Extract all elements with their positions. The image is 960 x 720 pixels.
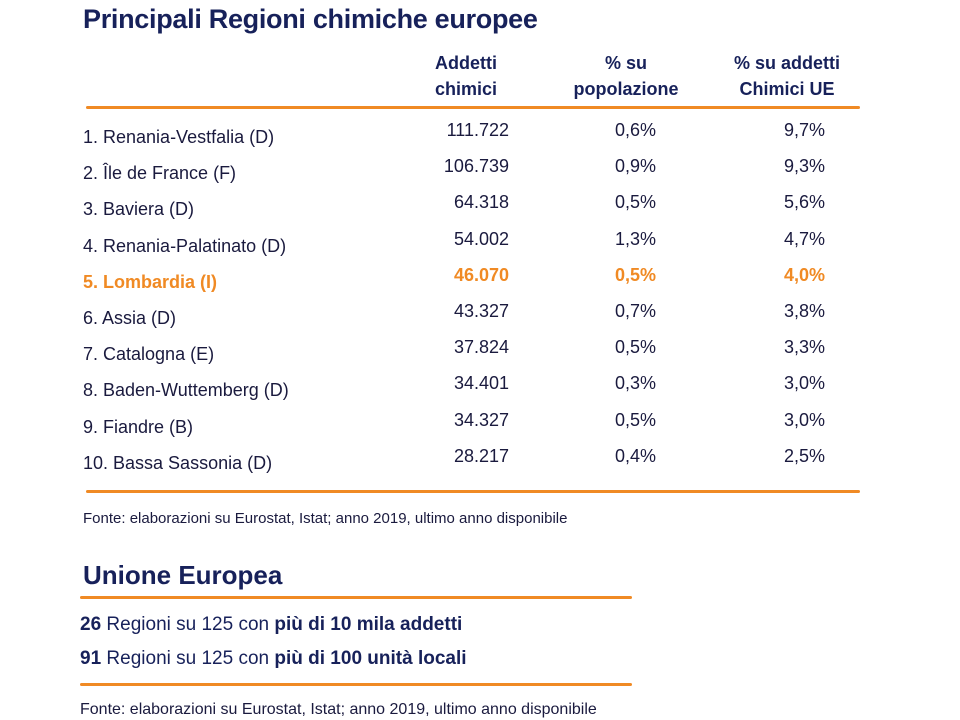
region-name: 10. Bassa Sassonia (D) [83,452,273,473]
addetti-value: 34.327 [453,409,509,430]
popolazione-value: 0,5% [614,337,656,358]
header-divider [86,106,860,109]
table-row: 7. Catalogna (E) 37.824 0,5% 3,3% [0,337,960,373]
table-row: 1. Renania-Vestfalia (D) 111.722 0,6% 9,7% [0,120,960,156]
addetti-value: 37.824 [453,337,509,358]
table-row: 2. Île de France (F) 106.739 0,9% 9,3% [0,156,960,192]
ue-share-value: 3,3% [783,337,825,358]
region-name: 3. Baviera (D) [83,199,195,220]
table-row: 3. Baviera (D) 64.318 0,5% 5,6% [0,192,960,228]
ue-share-value: 4,7% [783,228,825,249]
table-row: 8. Baden-Wuttemberg (D) 34.401 0,3% 3,0% [0,373,960,409]
popolazione-value: 0,5% [614,264,656,285]
section-bottom-divider [80,683,632,686]
region-name: 9. Fiandre (B) [83,416,194,437]
popolazione-value: 0,6% [614,120,656,140]
stat-number: 26 [80,614,102,635]
column-header-line: chimici [434,79,498,99]
region-name: 6. Assia (D) [83,308,177,328]
section-divider [80,596,632,599]
column-header-line: Chimici UE [739,79,835,99]
popolazione-value: 0,5% [614,409,656,430]
stat-text: Regioni su 125 con [101,614,275,635]
region-name: 4. Renania-Palatinato (D) [83,235,287,256]
stat-emphasis: più di 100 unità locali [274,648,467,669]
addetti-value: 106.739 [443,156,509,177]
region-name: 2. Île de France (F) [83,163,237,184]
stat-line: 26 Regioni su 125 con più di 10 mila add… [80,614,462,636]
region-name: 7. Catalogna (E) [83,344,215,365]
section-title: Unione Europea [83,560,283,590]
ue-share-value: 9,3% [783,156,825,177]
column-header-line: popolazione [573,79,679,99]
region-name: 5. Lombardia (I) [83,271,218,292]
stat-line: 91 Regioni su 125 con più di 100 unità l… [80,648,467,670]
column-header-popolazione: % su popolazione [556,50,696,102]
region-name: 1. Renania-Vestfalia (D) [83,127,275,147]
table-bottom-divider [86,490,860,493]
column-header-ue: % su addetti Chimici UE [716,50,858,102]
ue-share-value: 5,6% [783,192,825,213]
table-row: 5. Lombardia (I) 46.070 0,5% 4,0% [0,265,960,301]
ue-share-value: 4,0% [783,264,825,285]
ue-share-value: 3,8% [783,301,825,321]
addetti-value: 43.327 [453,301,509,321]
popolazione-value: 0,9% [614,156,656,177]
popolazione-value: 0,5% [614,192,656,213]
addetti-value: 28.217 [453,445,509,466]
table-row: 6. Assia (D) 43.327 0,7% 3,8% [0,301,960,337]
popolazione-value: 0,3% [614,373,656,394]
table-row: 4. Renania-Palatinato (D) 54.002 1,3% 4,7% [0,229,960,265]
table-row: 9. Fiandre (B) 34.327 0,5% 3,0% [0,410,960,446]
ue-share-value: 3,0% [783,373,825,394]
addetti-value: 111.722 [446,120,509,140]
popolazione-value: 0,7% [614,301,656,321]
addetti-value: 54.002 [453,228,509,249]
popolazione-value: 0,4% [614,445,656,466]
addetti-value: 34.401 [453,373,509,394]
stat-text: Regioni su 125 con [101,648,275,669]
region-name: 8. Baden-Wuttemberg (D) [83,380,289,401]
column-header-line: % su [604,53,647,73]
column-header-addetti: Addetti chimici [418,50,514,102]
source-note: Fonte: elaborazioni su Eurostat, Istat; … [83,510,568,527]
ue-share-value: 2,5% [783,445,825,466]
source-note: Fonte: elaborazioni su Eurostat, Istat; … [80,701,597,718]
addetti-value: 64.318 [453,192,509,213]
stat-emphasis: più di 10 mila addetti [274,614,463,635]
popolazione-value: 1,3% [614,228,656,249]
stat-number: 91 [80,648,102,669]
addetti-value: 46.070 [453,264,509,285]
column-header-line: % su addetti [733,53,840,73]
page-title: Principali Regioni chimiche europee [83,4,538,34]
column-header-line: Addetti [435,53,497,73]
ue-share-value: 3,0% [783,409,825,430]
table-row: 10. Bassa Sassonia (D) 28.217 0,4% 2,5% [0,446,960,482]
ue-share-value: 9,7% [783,120,825,140]
